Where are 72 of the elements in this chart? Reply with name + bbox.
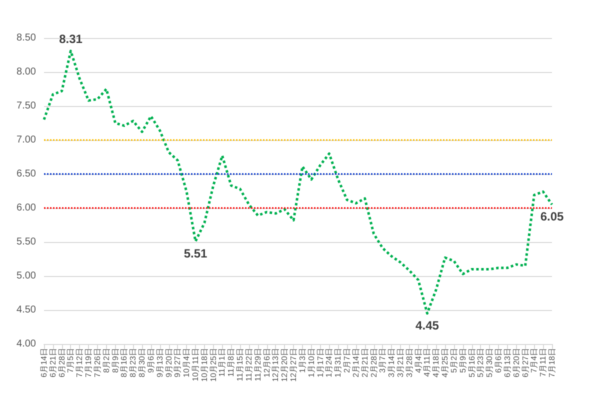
x-tick-label: 7月4日	[530, 348, 539, 373]
y-tick-label: 6.50	[16, 168, 36, 180]
x-tick-label: 9月20日	[164, 348, 174, 378]
x-tick-label: 2月7日	[342, 348, 352, 373]
x-tick-label: 5月2日	[449, 348, 458, 373]
x-tick-label: 2月28日	[369, 348, 378, 378]
x-tick-label: 7月19日	[84, 348, 94, 378]
x-tick-label: 2月14日	[351, 348, 360, 378]
x-tick-label: 11月29日	[253, 348, 262, 382]
y-tick-label: 7.50	[16, 100, 36, 112]
x-tick-label: 3月21日	[396, 348, 405, 378]
x-tick-label: 7月12日	[75, 348, 84, 378]
x-tick-label: 7月11日	[538, 348, 548, 377]
x-tick-label: 1月10日	[306, 348, 316, 378]
x-tick-label: 6月27日	[520, 348, 530, 378]
y-tick-label: 4.00	[16, 338, 36, 350]
x-tick-label: 4月11日	[422, 348, 432, 377]
y-tick-label: 8.50	[16, 32, 36, 44]
data-label: 5.51	[184, 246, 208, 260]
x-tick-label: 10月4日	[182, 348, 192, 378]
x-tick-label: 6月6日	[494, 348, 504, 373]
y-tick-label: 7.00	[16, 134, 36, 146]
x-tick-label: 5月9日	[458, 348, 468, 373]
x-tick-label: 6月20日	[512, 348, 521, 378]
data-label: 8.31	[59, 32, 83, 46]
x-tick-label: 3月7日	[378, 348, 388, 373]
x-tick-label: 8月9日	[110, 348, 120, 373]
x-tick-label: 9月27日	[173, 348, 182, 378]
x-tick-label: 1月31日	[334, 348, 343, 378]
x-tick-label: 8月2日	[102, 348, 111, 373]
x-tick-label: 1月17日	[316, 348, 325, 378]
x-tick-label: 12月6日	[262, 348, 272, 378]
x-tick-label: 1月24日	[324, 348, 334, 378]
x-tick-label: 9月13日	[155, 348, 164, 378]
x-tick-label: 5月30日	[485, 348, 494, 378]
x-tick-label: 5月16日	[467, 348, 476, 378]
x-tick-label: 4月18日	[432, 348, 441, 378]
x-tick-label: 6月28日	[57, 348, 66, 378]
x-tick-label: 8月16日	[120, 348, 129, 378]
x-tick-label: 7月5日	[66, 348, 76, 373]
data-label: 6.05	[540, 210, 564, 224]
x-tick-label: 11月8日	[226, 348, 236, 377]
y-tick-label: 5.50	[16, 236, 36, 248]
x-tick-label: 8月30日	[138, 348, 147, 378]
x-tick-label: 7月18日	[548, 348, 556, 378]
x-tick-label: 12月20日	[280, 348, 290, 382]
x-tick-label: 7月26日	[92, 348, 102, 378]
x-tick-label: 4月25日	[440, 348, 450, 378]
x-tick-label: 6月14日	[40, 348, 48, 378]
y-tick-label: 6.00	[16, 202, 36, 214]
x-tick-label: 10月18日	[200, 348, 209, 382]
x-tick-label: 6月21日	[48, 348, 58, 378]
x-tick-label: 6月13日	[502, 348, 512, 378]
x-tick-label: 4月4日	[414, 348, 423, 373]
x-tick-label: 1月3日	[298, 348, 307, 373]
y-tick-label: 4.50	[16, 304, 36, 316]
x-tick-label: 10月25日	[208, 348, 218, 382]
x-tick-label: 8月23日	[128, 348, 138, 378]
x-tick-label: 3月14日	[387, 348, 396, 378]
x-tick-label: 11月15日	[236, 348, 245, 382]
x-tick-label: 2月21日	[360, 348, 370, 378]
x-tick-label: 3月28日	[404, 348, 414, 378]
x-tick-label: 9月6日	[146, 348, 156, 373]
x-tick-label: 10月11日	[191, 348, 200, 382]
x-tick-label: 11月1日	[218, 348, 227, 377]
y-tick-label: 8.00	[16, 66, 36, 78]
y-tick-label: 5.00	[16, 270, 36, 282]
x-tick-label: 5月23日	[476, 348, 486, 378]
x-tick-label: 11月22日	[244, 348, 254, 382]
data-label: 4.45	[416, 318, 440, 332]
x-tick-label: 12月27日	[289, 348, 298, 382]
x-tick-label: 12月13日	[271, 348, 280, 382]
